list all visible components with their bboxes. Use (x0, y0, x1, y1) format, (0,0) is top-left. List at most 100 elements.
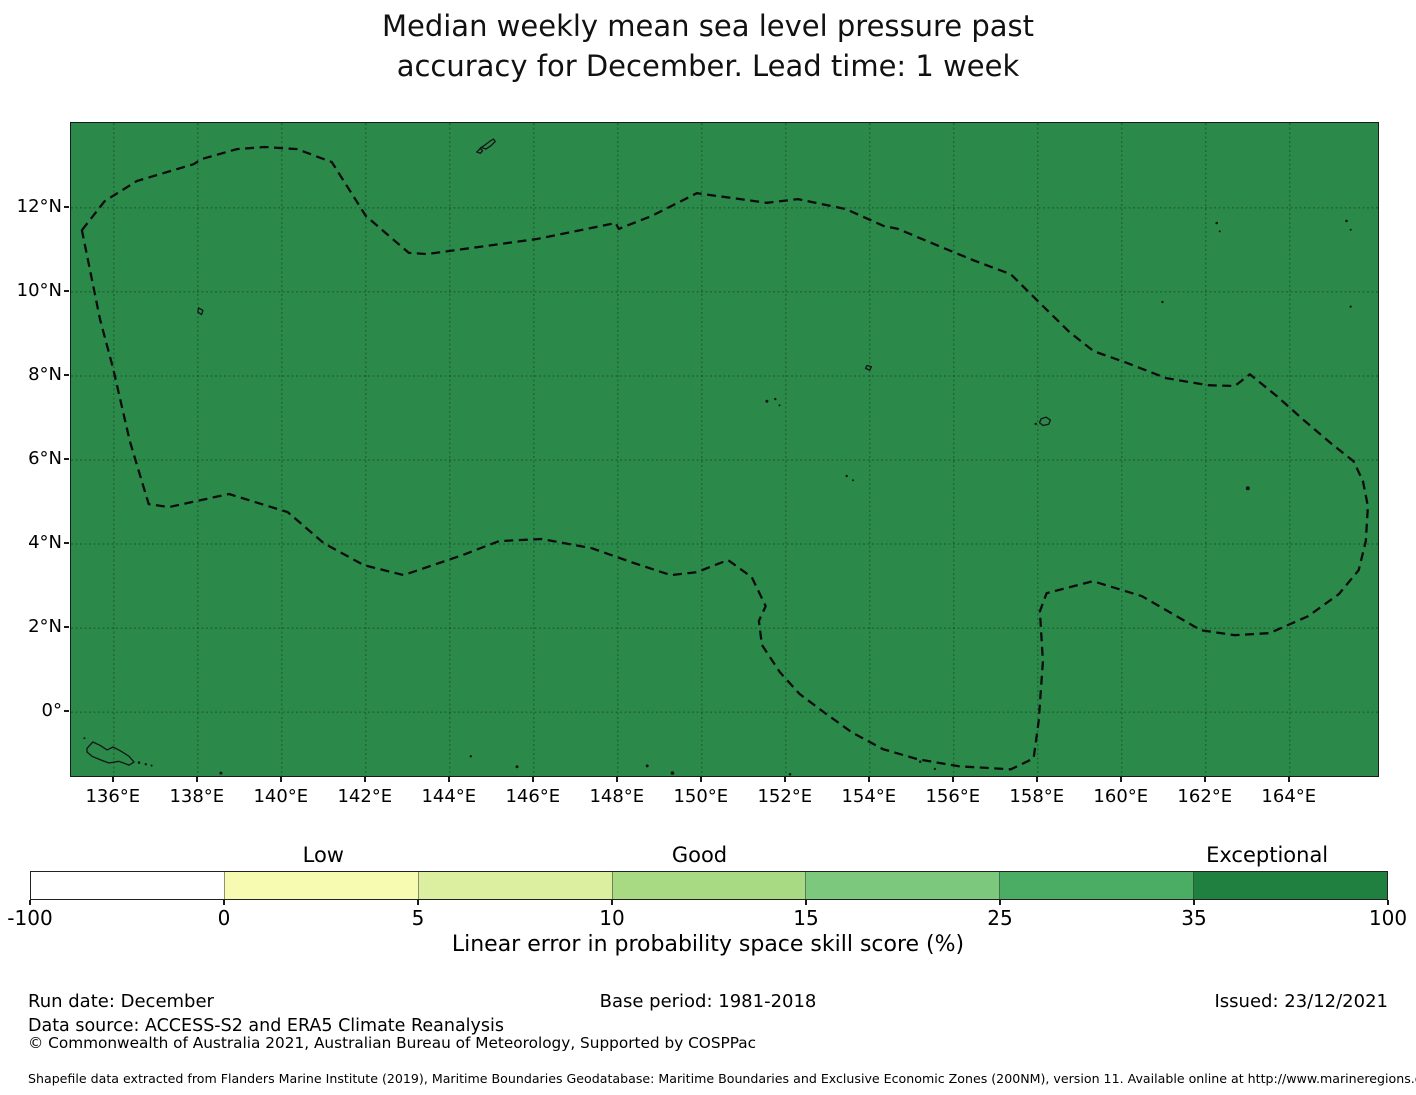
colorbar-tick-label: 10 (599, 906, 625, 930)
x-tick-label: 146°E (505, 786, 561, 807)
islet-dot-south-coast-islets (788, 773, 792, 776)
ocean-fill (71, 123, 1378, 776)
islet-dot-biak-trail (83, 737, 86, 740)
islet-dot-south-coast-islets (670, 771, 675, 775)
x-tick-label: 136°E (85, 786, 141, 807)
islet-dot-south-coast-islets (469, 755, 472, 758)
x-tick-mark (700, 776, 702, 782)
x-tick-mark (532, 776, 534, 782)
x-tick-label: 156°E (925, 786, 981, 807)
x-tick-mark (868, 776, 870, 782)
x-tick-mark (1288, 776, 1290, 782)
islet-dot-south-coast-islets (918, 760, 922, 763)
x-tick-label: 154°E (841, 786, 897, 807)
x-tick-label: 142°E (337, 786, 393, 807)
y-tick-mark (63, 710, 69, 712)
colorbar-tick-label: 5 (411, 906, 425, 930)
issued-date-text: Issued: 23/12/2021 (1214, 991, 1388, 1012)
x-tick-mark (952, 776, 954, 782)
colorbar-segment-10-to-15 (611, 872, 806, 899)
x-tick-label: 144°E (421, 786, 477, 807)
colorbar-tick-label: 15 (793, 906, 819, 930)
colorbar-axis-label: Linear error in probability space skill … (451, 932, 965, 957)
islet-dot-northeast-atolls (1349, 305, 1352, 308)
islet-dot-northeast-atolls (1215, 221, 1218, 225)
copyright-text: © Commonwealth of Australia 2021, Austra… (28, 1034, 757, 1052)
x-tick-mark (1204, 776, 1206, 782)
colorbar-category-exceptional: Exceptional (1206, 843, 1329, 867)
island-outline-pohnpei (1038, 416, 1052, 427)
x-tick-label: 158°E (1009, 786, 1065, 807)
colorbar-segment-0-to-5 (223, 872, 418, 899)
colorbar-category-low: Low (302, 843, 344, 867)
x-tick-label: 152°E (757, 786, 813, 807)
run-date-text: Run date: December (28, 991, 214, 1012)
x-tick-mark (364, 776, 366, 782)
colorbar-tick-mark (999, 900, 1001, 905)
x-tick-label: 162°E (1177, 786, 1233, 807)
x-tick-mark (112, 776, 114, 782)
island-outline-oroluk-atoll (864, 364, 873, 371)
x-tick-mark (196, 776, 198, 782)
map-plot-area (70, 122, 1379, 777)
islet-dot-biak-trail (137, 761, 141, 764)
colorbar-tick-label: -100 (7, 906, 53, 930)
x-tick-mark (1036, 776, 1038, 782)
x-tick-mark (448, 776, 450, 782)
x-tick-label: 138°E (169, 786, 225, 807)
island-outline-biak-group (86, 741, 135, 766)
islet-dot-south-coast-islets (645, 764, 649, 768)
shapefile-note-text: Shapefile data extracted from Flanders M… (28, 1071, 1416, 1086)
base-period-text: Base period: 1981-2018 (599, 991, 817, 1012)
x-tick-label: 140°E (253, 786, 309, 807)
figure-title: Median weekly mean sea level pressure pa… (0, 6, 1416, 86)
islet-dot-south-coast-islets (219, 771, 223, 775)
colorbar-tick-label: 100 (1368, 906, 1408, 930)
x-tick-label: 164°E (1261, 786, 1317, 807)
colorbar-segment-25-to-35 (999, 872, 1194, 899)
islet-dot-south-coast-islets (933, 767, 937, 771)
islet-dot-pohnpei-islet (1034, 422, 1037, 426)
colorbar-category-good: Good (671, 843, 728, 867)
islet-dot-northeast-atolls (1218, 230, 1221, 233)
colorbar-tick-mark (805, 900, 807, 905)
figure-title-line1: Median weekly mean sea level pressure pa… (381, 9, 1035, 43)
colorbar-tick-label: 0 (217, 906, 231, 930)
islet-dot-northeast-atolls (1161, 300, 1164, 304)
x-tick-mark (616, 776, 618, 782)
y-tick-label: 4°N (28, 532, 62, 554)
x-tick-mark (784, 776, 786, 782)
y-tick-label: 0° (41, 700, 62, 722)
y-tick-label: 12°N (16, 195, 62, 217)
islet-dot-south-coast-islets (515, 765, 519, 769)
colorbar-tick-mark (417, 900, 419, 905)
x-tick-mark (280, 776, 282, 782)
colorbar-segment-5-to-10 (417, 872, 612, 899)
data-source-text: Data source: ACCESS-S2 and ERA5 Climate … (28, 1016, 504, 1036)
colorbar-segment--100-to-0 (31, 872, 224, 899)
figure-title-line2: accuracy for December. Lead time: 1 week (396, 49, 1020, 83)
colorbar-tick-mark (223, 900, 225, 905)
x-tick-label: 160°E (1093, 786, 1149, 807)
colorbar-segment-35-to-100 (1193, 872, 1388, 899)
islet-dot-biak-trail (150, 764, 153, 767)
y-tick-label: 10°N (16, 279, 62, 301)
y-tick-mark (63, 374, 69, 376)
y-tick-label: 6°N (28, 448, 62, 469)
y-tick-label: 8°N (28, 363, 62, 385)
y-tick-label: 2°N (28, 616, 62, 638)
islet-dot-nukuoro-area (845, 474, 848, 478)
x-tick-mark (1120, 776, 1122, 782)
islet-dot-nukuoro-area (852, 479, 854, 482)
x-tick-label: 148°E (589, 786, 645, 807)
colorbar-tick-mark (1193, 900, 1195, 905)
map-canvas (71, 123, 1378, 776)
island-outline-yap (197, 307, 204, 316)
eez-boundary-dashed-line (80, 145, 1370, 771)
y-tick-mark (63, 290, 69, 292)
colorbar-tick-label: 25 (987, 906, 1013, 930)
y-tick-mark (63, 458, 69, 460)
islet-dot-northeast-atolls (1349, 228, 1352, 231)
y-tick-mark (63, 542, 69, 544)
islet-dot-chuuk-atolls (765, 399, 769, 403)
